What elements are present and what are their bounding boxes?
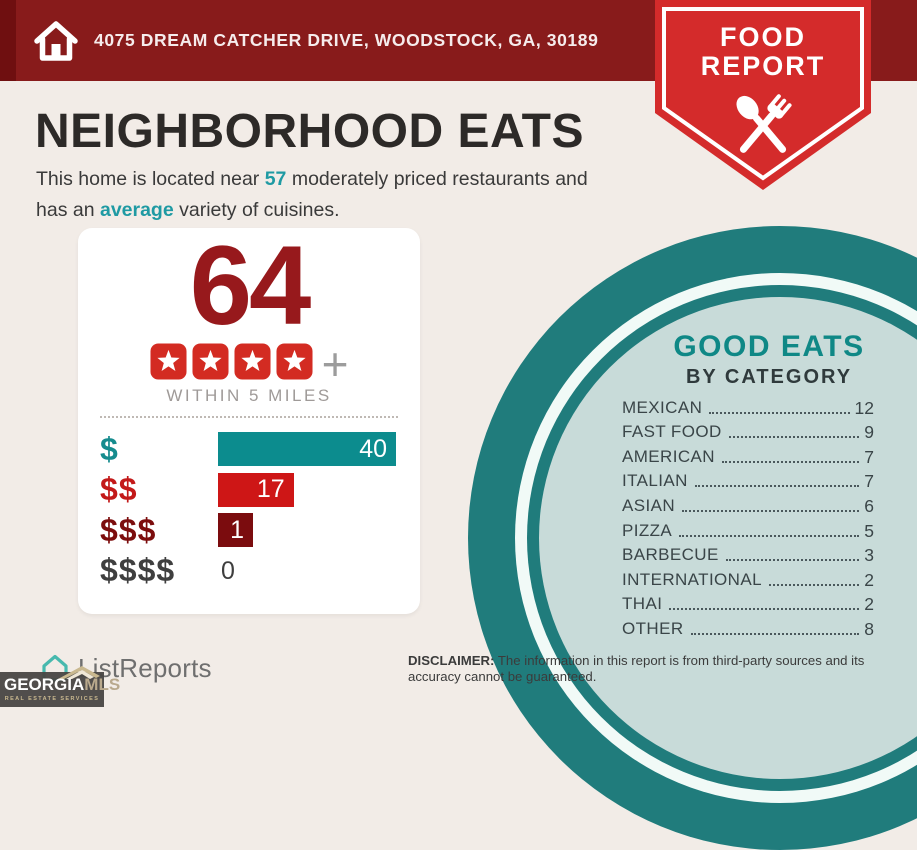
category-row: BARBECUE 3 bbox=[622, 542, 874, 567]
property-address: 4075 DREAM CATCHER DRIVE, WOODSTOCK, GA,… bbox=[94, 30, 599, 50]
good-eats-title: GOOD EATS bbox=[673, 330, 865, 363]
header-left-accent bbox=[0, 0, 16, 81]
star-rating: + bbox=[78, 337, 420, 390]
mls-wordmark: GEORGIAMLS bbox=[4, 675, 121, 694]
price-label: $$ bbox=[100, 471, 138, 508]
star-icon bbox=[192, 343, 229, 385]
star-icon bbox=[276, 343, 313, 385]
dot-leader bbox=[768, 583, 860, 586]
category-row: THAI 2 bbox=[622, 591, 874, 616]
category-value: 3 bbox=[864, 545, 874, 566]
category-circle-interior bbox=[539, 297, 917, 779]
dot-leader bbox=[709, 411, 850, 414]
category-label: PIZZA bbox=[622, 520, 673, 540]
disclaimer: DISCLAIMER: The information in this repo… bbox=[408, 653, 886, 684]
within-miles-label: WITHIN 5 MILES bbox=[166, 386, 332, 405]
dot-leader bbox=[682, 509, 860, 512]
bar-value: 1 bbox=[230, 515, 244, 544]
price-row: $$$$ 0 bbox=[100, 551, 402, 592]
spoon-fork-icon bbox=[736, 94, 792, 153]
restaurant-stats-card: 64 + WITHIN 5 MILES $40 $$ 17 $$$ 1 $$$$ 0 bbox=[78, 228, 420, 614]
category-label: FAST FOOD bbox=[622, 422, 722, 442]
category-label: MEXICAN bbox=[622, 397, 703, 417]
price-level-bar-chart: $40 $$ 17 $$$ 1 $$$$ 0 bbox=[100, 429, 402, 591]
subtitle-line2: has an average variety of cuisines. bbox=[36, 199, 340, 221]
price-bar: 1 bbox=[218, 513, 253, 548]
category-row: INTERNATIONAL 2 bbox=[622, 566, 874, 591]
price-label: $$$ bbox=[100, 511, 157, 548]
page-title: NEIGHBORHOOD EATS bbox=[35, 105, 584, 158]
category-row: OTHER 8 bbox=[622, 615, 874, 640]
dot-leader bbox=[669, 608, 860, 611]
ribbon-title-line1: FOOD bbox=[720, 22, 806, 52]
category-value: 8 bbox=[864, 618, 874, 639]
plus-sign: + bbox=[321, 337, 349, 390]
good-eats-subtitle: BY CATEGORY bbox=[685, 366, 853, 388]
category-row: MEXICAN 12 bbox=[622, 394, 874, 419]
category-label: OTHER bbox=[622, 618, 684, 638]
category-value: 12 bbox=[854, 397, 874, 418]
category-value: 9 bbox=[864, 422, 874, 443]
category-list: MEXICAN 12 FAST FOOD 9 AMERICAN 7 ITALIAN 7 ASIA… bbox=[622, 394, 874, 640]
georgia-mls-logo: GEORGIAMLS REAL ESTATE SERVICES bbox=[0, 666, 120, 707]
price-label: $ bbox=[100, 430, 119, 467]
category-value: 7 bbox=[864, 471, 874, 492]
category-value: 7 bbox=[864, 446, 874, 467]
category-value: 6 bbox=[864, 495, 874, 516]
category-label: ASIAN bbox=[622, 495, 676, 515]
star-icon bbox=[234, 343, 271, 385]
price-row: $$$ 1 bbox=[100, 510, 402, 551]
good-eats-header: GOOD EATS BY CATEGORY bbox=[564, 330, 917, 389]
category-row: AMERICAN 7 bbox=[622, 443, 874, 468]
category-value: 2 bbox=[864, 569, 874, 590]
restaurant-count: 64 bbox=[189, 223, 312, 348]
price-bar: 17 bbox=[218, 472, 294, 507]
dot-leader bbox=[725, 559, 860, 562]
category-value: 2 bbox=[864, 594, 874, 615]
price-bar: 40 bbox=[218, 432, 396, 467]
price-label: $$$$ bbox=[100, 552, 176, 589]
dot-leader bbox=[679, 534, 860, 537]
subtitle-line1: This home is located near 57 moderately … bbox=[36, 168, 588, 190]
category-label: AMERICAN bbox=[622, 446, 715, 466]
price-row: $40 bbox=[100, 429, 402, 470]
star-icon bbox=[150, 343, 187, 385]
category-row: PIZZA 5 bbox=[622, 517, 874, 542]
home-icon bbox=[32, 16, 80, 64]
category-label: THAI bbox=[622, 594, 663, 614]
category-label: INTERNATIONAL bbox=[622, 569, 762, 589]
category-label: BARBECUE bbox=[622, 545, 719, 565]
dot-leader bbox=[690, 632, 860, 635]
dot-leader bbox=[728, 436, 860, 439]
bar-value-zero: 0 bbox=[221, 556, 235, 585]
dotted-divider bbox=[100, 416, 398, 418]
ribbon-title-line2: REPORT bbox=[700, 51, 826, 81]
food-report-ribbon: FOOD REPORT bbox=[655, 0, 871, 192]
price-row: $$ 17 bbox=[100, 470, 402, 511]
bar-value: 40 bbox=[359, 434, 387, 463]
disclaimer-text: The information in this report is from t… bbox=[408, 653, 865, 684]
disclaimer-label: DISCLAIMER: bbox=[408, 653, 495, 668]
variety-accent: average bbox=[99, 199, 174, 221]
restaurant-count-accent: 57 bbox=[264, 168, 287, 190]
category-label: ITALIAN bbox=[622, 471, 688, 491]
category-row: ASIAN 6 bbox=[622, 492, 874, 517]
category-row: FAST FOOD 9 bbox=[622, 419, 874, 444]
mls-tagline: REAL ESTATE SERVICES bbox=[4, 696, 100, 702]
bar-value: 17 bbox=[256, 475, 285, 504]
mls-roof-icon bbox=[58, 666, 100, 679]
category-row: ITALIAN 7 bbox=[622, 468, 874, 493]
dot-leader bbox=[721, 460, 860, 463]
category-value: 5 bbox=[864, 520, 874, 541]
page-subtitle: This home is located near 57 moderately … bbox=[36, 164, 588, 226]
dot-leader bbox=[694, 485, 860, 488]
